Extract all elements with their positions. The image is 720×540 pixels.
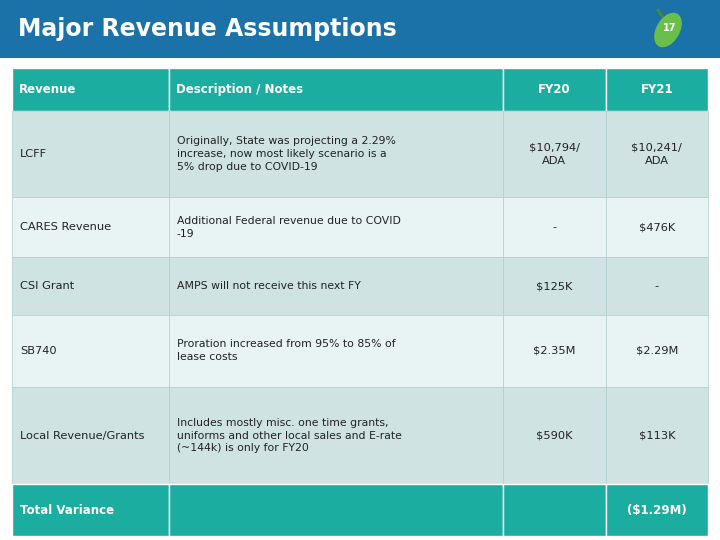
Text: Includes mostly misc. one time grants,
uniforms and other local sales and E-rate: Includes mostly misc. one time grants, u… <box>176 418 402 453</box>
Text: Major Revenue Assumptions: Major Revenue Assumptions <box>18 17 397 41</box>
Bar <box>12 387 168 484</box>
Text: Proration increased from 95% to 85% of
lease costs: Proration increased from 95% to 85% of l… <box>176 340 395 362</box>
Bar <box>0 0 720 58</box>
Bar <box>503 68 606 111</box>
Bar <box>168 484 503 536</box>
Bar <box>503 484 606 536</box>
Bar <box>606 258 708 315</box>
Bar <box>12 111 168 197</box>
Bar <box>168 315 503 387</box>
Text: -: - <box>654 281 659 291</box>
Bar <box>168 258 503 315</box>
Bar <box>503 258 606 315</box>
Bar <box>12 197 168 258</box>
Text: $10,794/
ADA: $10,794/ ADA <box>528 143 580 166</box>
Bar <box>503 387 606 484</box>
Text: CARES Revenue: CARES Revenue <box>20 222 111 232</box>
Bar <box>606 68 708 111</box>
Text: LCFF: LCFF <box>20 149 47 159</box>
Ellipse shape <box>655 14 681 46</box>
Text: $10,241/
ADA: $10,241/ ADA <box>631 143 683 166</box>
Text: Local Revenue/Grants: Local Revenue/Grants <box>20 430 145 441</box>
Bar <box>12 258 168 315</box>
Bar <box>168 197 503 258</box>
Bar <box>503 111 606 197</box>
Bar <box>12 315 168 387</box>
Text: $2.29M: $2.29M <box>636 346 678 356</box>
Text: $125K: $125K <box>536 281 572 291</box>
Text: $113K: $113K <box>639 430 675 441</box>
Bar <box>606 197 708 258</box>
Bar <box>12 484 168 536</box>
Bar <box>503 315 606 387</box>
Text: Additional Federal revenue due to COVID
-19: Additional Federal revenue due to COVID … <box>176 216 400 239</box>
Bar <box>503 197 606 258</box>
Text: 17: 17 <box>663 23 677 33</box>
Text: SB740: SB740 <box>20 346 57 356</box>
Text: FY20: FY20 <box>538 83 570 96</box>
Text: -: - <box>552 222 557 232</box>
Text: Originally, State was projecting a 2.29%
increase, now most likely scenario is a: Originally, State was projecting a 2.29%… <box>176 136 395 172</box>
Text: $590K: $590K <box>536 430 572 441</box>
Bar <box>606 111 708 197</box>
Text: AMPS will not receive this next FY: AMPS will not receive this next FY <box>176 281 360 291</box>
Text: $476K: $476K <box>639 222 675 232</box>
Text: FY21: FY21 <box>641 83 673 96</box>
Text: CSI Grant: CSI Grant <box>20 281 74 291</box>
Text: $2.35M: $2.35M <box>533 346 575 356</box>
Text: Total Variance: Total Variance <box>20 504 114 517</box>
Text: Revenue: Revenue <box>19 83 76 96</box>
Text: ($1.29M): ($1.29M) <box>627 504 687 517</box>
Bar <box>606 387 708 484</box>
Bar <box>606 315 708 387</box>
Bar <box>606 484 708 536</box>
Text: Description / Notes: Description / Notes <box>176 83 302 96</box>
Bar <box>12 68 168 111</box>
Bar <box>168 68 503 111</box>
Bar <box>168 111 503 197</box>
Bar <box>168 387 503 484</box>
